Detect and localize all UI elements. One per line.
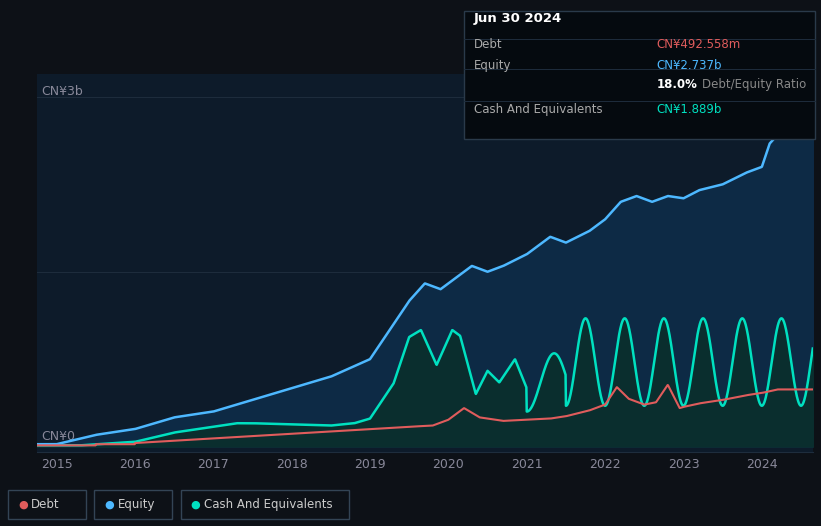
Text: 18.0%: 18.0% [657,78,698,92]
Text: CN¥3b: CN¥3b [41,85,83,98]
Text: Debt/Equity Ratio: Debt/Equity Ratio [702,78,806,92]
Text: Cash And Equivalents: Cash And Equivalents [474,103,603,116]
Text: CN¥492.558m: CN¥492.558m [657,38,741,52]
Text: CN¥1.889b: CN¥1.889b [657,103,722,116]
Text: CN¥0: CN¥0 [41,430,75,443]
Text: Equity: Equity [117,498,155,511]
Text: Debt: Debt [474,38,502,52]
Text: ●: ● [190,499,200,510]
Text: Jun 30 2024: Jun 30 2024 [474,12,562,25]
Text: Debt: Debt [31,498,60,511]
Text: Cash And Equivalents: Cash And Equivalents [204,498,333,511]
Text: ●: ● [18,499,28,510]
Text: Equity: Equity [474,59,511,73]
Text: CN¥2.737b: CN¥2.737b [657,59,722,73]
Text: ●: ● [104,499,114,510]
